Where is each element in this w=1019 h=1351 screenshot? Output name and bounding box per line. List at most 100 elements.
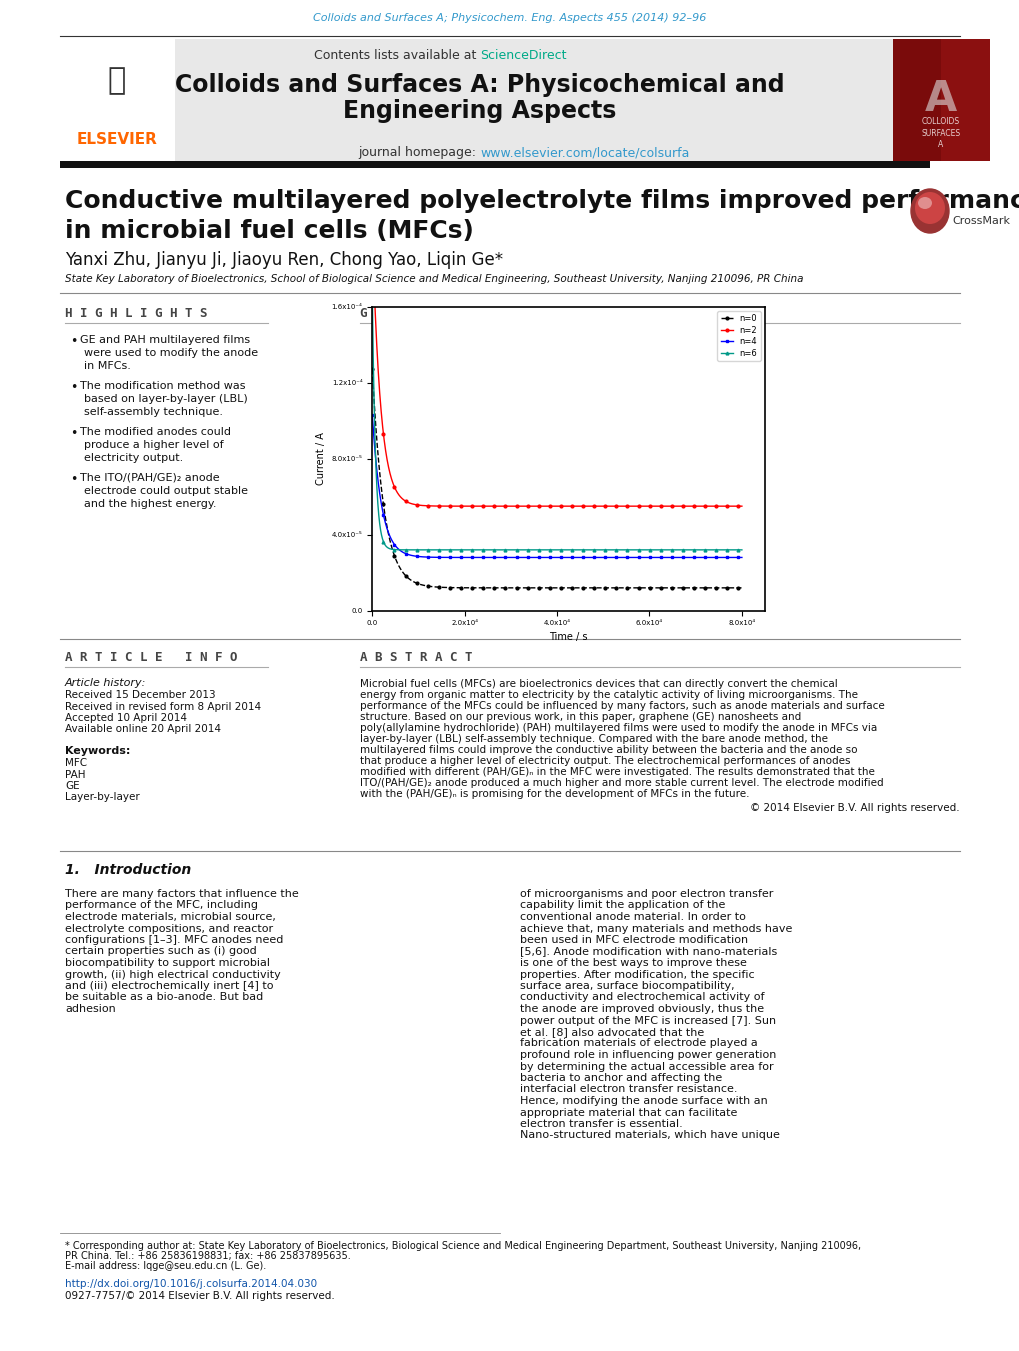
Text: www.elsevier.com/locate/colsurfa: www.elsevier.com/locate/colsurfa (480, 146, 689, 159)
Text: energy from organic matter to electricity by the catalytic activity of living mi: energy from organic matter to electricit… (360, 690, 857, 700)
n=0 (384, 538, 396, 554)
Text: A: A (924, 78, 956, 120)
Text: CrossMark: CrossMark (951, 216, 1009, 226)
Text: Received in revised form 8 April 2014: Received in revised form 8 April 2014 (65, 701, 261, 712)
Text: structure. Based on our previous work, in this paper, graphene (GE) nanosheets a: structure. Based on our previous work, i… (360, 712, 801, 721)
n=6 (536, 542, 548, 558)
Text: capability limit the application of the: capability limit the application of the (520, 901, 725, 911)
Text: biocompatibility to support microbial: biocompatibility to support microbial (65, 958, 270, 969)
n=2 (366, 223, 378, 239)
Text: electron transfer is essential.: electron transfer is essential. (520, 1119, 682, 1129)
Text: Hence, modifying the anode surface with an: Hence, modifying the anode surface with … (520, 1096, 767, 1106)
n=4 (366, 407, 378, 423)
Text: Nano-structured materials, which have unique: Nano-structured materials, which have un… (520, 1131, 780, 1140)
Text: MFC: MFC (65, 758, 87, 767)
n=2 (656, 499, 668, 515)
n=6 (489, 542, 501, 558)
Bar (60, 161, 929, 168)
Ellipse shape (914, 192, 944, 224)
Text: There are many factors that influence the: There are many factors that influence th… (65, 889, 299, 898)
Text: ITO/(PAH/GE)₂ anode produced a much higher and more stable current level. The el: ITO/(PAH/GE)₂ anode produced a much high… (360, 778, 882, 788)
n=6 (735, 542, 747, 558)
Text: were used to modify the anode: were used to modify the anode (84, 349, 258, 358)
n=2 (545, 499, 557, 515)
Text: surface area, surface biocompatibility,: surface area, surface biocompatibility, (520, 981, 734, 992)
Bar (892, 39, 989, 161)
n=6 (545, 542, 557, 558)
Text: Engineering Aspects: Engineering Aspects (343, 99, 616, 123)
n=0 (656, 580, 668, 596)
Text: The modification method was: The modification method was (79, 381, 246, 390)
Text: ELSEVIER: ELSEVIER (76, 131, 157, 146)
n=6 (656, 542, 668, 558)
n=6 (725, 542, 737, 558)
n=2 (725, 499, 737, 515)
Text: in MFCs.: in MFCs. (84, 361, 130, 372)
n=6 (366, 285, 378, 301)
n=2 (684, 499, 696, 515)
Text: bacteria to anchor and affecting the: bacteria to anchor and affecting the (520, 1073, 721, 1084)
Text: configurations [1–3]. MFC anodes need: configurations [1–3]. MFC anodes need (65, 935, 283, 944)
Text: with the (PAH/GE)ₙ is promising for the development of MFCs in the future.: with the (PAH/GE)ₙ is promising for the … (360, 789, 749, 798)
Text: conductivity and electrochemical activity of: conductivity and electrochemical activit… (520, 993, 764, 1002)
Text: electrode materials, microbial source,: electrode materials, microbial source, (65, 912, 275, 921)
Text: be suitable as a bio-anode. But bad: be suitable as a bio-anode. But bad (65, 993, 263, 1002)
n=4 (735, 550, 747, 566)
Text: of microorganisms and poor electron transfer: of microorganisms and poor electron tran… (520, 889, 772, 898)
Text: Microbial fuel cells (MFCs) are bioelectronics devices that can directly convert: Microbial fuel cells (MFCs) are bioelect… (360, 680, 837, 689)
Text: based on layer-by-layer (LBL): based on layer-by-layer (LBL) (84, 394, 248, 404)
Text: is one of the best ways to improve these: is one of the best ways to improve these (520, 958, 746, 969)
Text: GE and PAH multilayered films: GE and PAH multilayered films (79, 335, 250, 345)
Text: multilayered films could improve the conductive ability between the bacteria and: multilayered films could improve the con… (360, 744, 857, 755)
n=4 (656, 550, 668, 566)
Text: poly(allylamine hydrochloride) (PAH) multilayered films were used to modify the : poly(allylamine hydrochloride) (PAH) mul… (360, 723, 876, 734)
Legend: n=0, n=2, n=4, n=6: n=0, n=2, n=4, n=6 (716, 311, 760, 361)
Text: and the highest energy.: and the highest energy. (84, 499, 216, 509)
n=0 (725, 580, 737, 596)
Text: performance of the MFCs could be influenced by many factors, such as anode mater: performance of the MFCs could be influen… (360, 701, 883, 711)
n=0 (545, 580, 557, 596)
Text: Conductive multilayered polyelectrolyte films improved performance: Conductive multilayered polyelectrolyte … (65, 189, 1019, 213)
Text: [5,6]. Anode modification with nano-materials: [5,6]. Anode modification with nano-mate… (520, 947, 776, 957)
Text: A B S T R A C T: A B S T R A C T (360, 651, 472, 663)
Text: Layer-by-layer: Layer-by-layer (65, 793, 140, 802)
Text: •: • (70, 473, 77, 486)
Text: E-mail address: lqge@seu.edu.cn (L. Ge).: E-mail address: lqge@seu.edu.cn (L. Ge). (65, 1260, 266, 1271)
n=4 (536, 550, 548, 566)
Text: electricity output.: electricity output. (84, 453, 183, 463)
Text: layer-by-layer (LBL) self-assembly technique. Compared with the bare anode metho: layer-by-layer (LBL) self-assembly techn… (360, 734, 827, 744)
Text: interfacial electron transfer resistance.: interfacial electron transfer resistance… (520, 1085, 737, 1094)
n=4 (719, 550, 732, 566)
Text: in microbial fuel cells (MFCs): in microbial fuel cells (MFCs) (65, 219, 474, 243)
n=0 (735, 580, 747, 596)
Text: 0927-7757/© 2014 Elsevier B.V. All rights reserved.: 0927-7757/© 2014 Elsevier B.V. All right… (65, 1292, 334, 1301)
Text: and (iii) electrochemically inert [4] to: and (iii) electrochemically inert [4] to (65, 981, 273, 992)
Text: Available online 20 April 2014: Available online 20 April 2014 (65, 724, 221, 735)
Text: H I G H L I G H T S: H I G H L I G H T S (65, 307, 207, 320)
Text: fabrication materials of electrode played a: fabrication materials of electrode playe… (520, 1039, 757, 1048)
Text: performance of the MFC, including: performance of the MFC, including (65, 901, 258, 911)
Text: Keywords:: Keywords: (65, 746, 130, 757)
Line: n=6: n=6 (371, 292, 743, 551)
n=0 (725, 580, 737, 596)
Text: 🌲: 🌲 (108, 66, 126, 96)
Text: ScienceDirect: ScienceDirect (480, 49, 566, 62)
Text: * Corresponding author at: State Key Laboratory of Bioelectronics, Biological Sc: * Corresponding author at: State Key Lab… (65, 1242, 860, 1251)
Text: Colloids and Surfaces A; Physicochem. Eng. Aspects 455 (2014) 92–96: Colloids and Surfaces A; Physicochem. En… (313, 14, 706, 23)
Text: PAH: PAH (65, 770, 86, 780)
n=4 (384, 531, 396, 547)
Text: Accepted 10 April 2014: Accepted 10 April 2014 (65, 713, 186, 723)
Text: A R T I C L E   I N F O: A R T I C L E I N F O (65, 651, 237, 663)
Text: growth, (ii) high electrical conductivity: growth, (ii) high electrical conductivit… (65, 970, 280, 979)
Text: produce a higher level of: produce a higher level of (84, 440, 223, 450)
Text: journal homepage:: journal homepage: (358, 146, 480, 159)
Line: n=0: n=0 (371, 367, 743, 589)
Ellipse shape (910, 189, 948, 232)
Text: modified with different (PAH/GE)ₙ in the MFC were investigated. The results demo: modified with different (PAH/GE)ₙ in the… (360, 767, 874, 777)
Y-axis label: Current / A: Current / A (316, 432, 326, 485)
n=6 (384, 540, 396, 557)
Text: http://dx.doi.org/10.1016/j.colsurfa.2014.04.030: http://dx.doi.org/10.1016/j.colsurfa.201… (65, 1279, 317, 1289)
n=6 (725, 542, 737, 558)
Bar (60, 39, 175, 161)
Text: PR China. Tel.: +86 25836198831; fax: +86 25837895635.: PR China. Tel.: +86 25836198831; fax: +8… (65, 1251, 351, 1260)
